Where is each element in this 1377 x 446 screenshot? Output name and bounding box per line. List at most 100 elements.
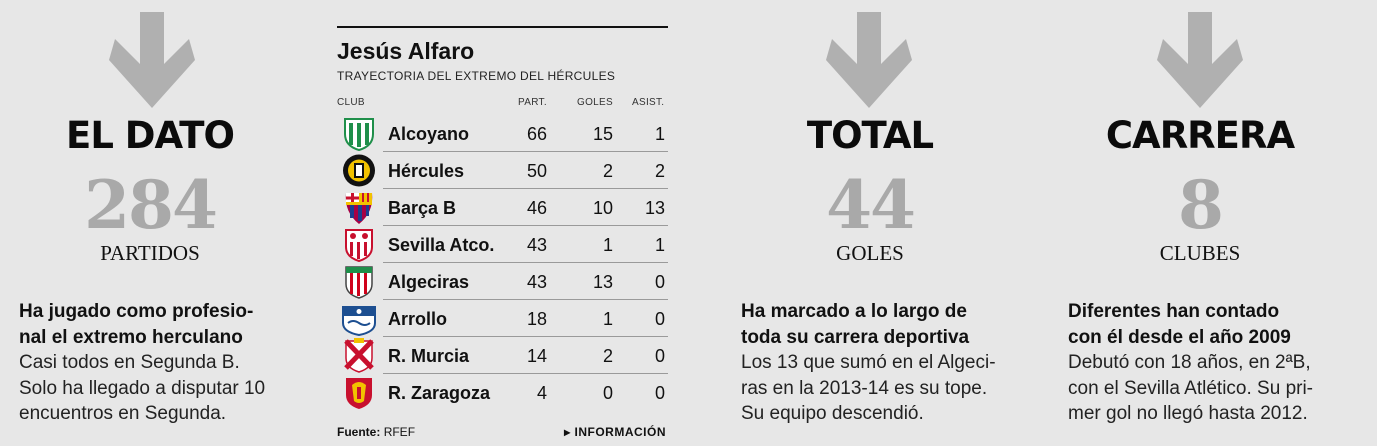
table-row: R. Zaragoza 4 0 0 — [337, 374, 668, 411]
hercules-crest-icon — [340, 153, 378, 188]
goles-value: 13 — [592, 272, 613, 292]
goles-value: 1 — [602, 309, 613, 329]
dato-block: EL DATO 284 PARTIDOS Ha jugado como prof… — [0, 0, 300, 446]
murcia-crest-icon — [340, 338, 378, 373]
source-label: Fuente: — [337, 425, 381, 439]
carrera-body-line: mer gol no llegó hasta 2012. — [1068, 403, 1308, 424]
asist-value: 0 — [654, 383, 665, 403]
asist-value: 0 — [654, 272, 665, 292]
club-name: R. Zaragoza — [388, 383, 491, 403]
club-name: Sevilla Atco. — [388, 235, 495, 255]
table-row: Barça B 46 10 13 — [337, 189, 668, 226]
info-label: INFORMACIÓN — [574, 425, 666, 439]
part-value: 43 — [526, 235, 547, 255]
header-goles: GOLES — [577, 97, 613, 108]
club-name: R. Murcia — [388, 346, 470, 366]
total-body-line: Su equipo descendió. — [741, 403, 924, 424]
dato-body-line: Casi todos en Segunda B. — [19, 352, 240, 373]
sevilla-crest-icon — [340, 227, 378, 263]
table-row: Hércules 50 2 2 — [337, 152, 668, 189]
asist-value: 2 — [654, 161, 665, 181]
club-name: Algeciras — [388, 272, 470, 292]
asist-value: 0 — [654, 346, 665, 366]
carrera-number: 8 — [1178, 166, 1224, 244]
barcelona-crest-icon — [340, 190, 378, 225]
goles-value: 2 — [602, 346, 613, 366]
algeciras-crest-icon — [340, 264, 378, 299]
total-lead-line: toda su carrera deportiva — [741, 326, 970, 348]
total-body-line: Los 13 que sumó en el Algeci- — [741, 352, 996, 373]
dato-body-line: encuentros en Segunda. — [19, 403, 227, 424]
part-value: 66 — [526, 124, 547, 144]
carrera-text: Diferentes han contado con él desde el a… — [1068, 299, 1350, 427]
part-value: 4 — [536, 383, 547, 403]
total-text: Ha marcado a lo largo de toda su carrera… — [741, 299, 1019, 427]
table-title: Jesús Alfaro — [337, 38, 475, 64]
dato-lead-line: nal el extremo herculano — [19, 326, 243, 348]
goles-value: 1 — [602, 235, 613, 255]
header-part: PART. — [518, 97, 547, 108]
table-source: Fuente: RFEF — [337, 425, 415, 439]
dato-lead-line: Ha jugado como profesio- — [19, 301, 254, 322]
dato-kicker: EL DATO — [66, 114, 235, 157]
row-divider — [383, 336, 668, 337]
dato-text: Ha jugado como profesio- nal el extremo … — [19, 299, 299, 427]
part-value: 14 — [526, 346, 547, 366]
club-name: Barça B — [388, 198, 457, 218]
part-value: 50 — [526, 161, 547, 181]
carrera-body-line: con el Sevilla Atlético. Su pri- — [1068, 377, 1314, 399]
part-value: 18 — [526, 309, 547, 329]
table-row: Algeciras 43 13 0 — [337, 263, 668, 300]
club-name: Arrollo — [388, 309, 448, 329]
carrera-kicker: CARRERA — [1105, 114, 1295, 157]
down-arrow-icon — [1155, 12, 1245, 110]
row-divider — [383, 373, 668, 374]
table-subtitle: TRAYECTORIA DEL EXTREMO DEL HÉRCULES — [337, 69, 616, 83]
play-triangle-icon: ▸ — [564, 425, 571, 439]
down-arrow-icon — [107, 12, 197, 110]
carrera-block: CARRERA 8 CLUBES Diferentes han contado … — [1050, 0, 1350, 446]
career-table: Jesús Alfaro TRAYECTORIA DEL EXTREMO DEL… — [337, 26, 668, 446]
table-row: Sevilla Atco. 43 1 1 — [337, 226, 668, 263]
asist-value: 0 — [654, 309, 665, 329]
asist-value: 1 — [654, 235, 665, 255]
dato-unit: PARTIDOS — [100, 241, 200, 265]
asist-value: 13 — [644, 198, 665, 218]
source-value: RFEF — [383, 425, 416, 439]
carrera-lead-line: con él desde el año 2009 — [1068, 326, 1291, 348]
row-divider — [383, 188, 668, 189]
club-name: Hércules — [388, 161, 465, 181]
carrera-body-line: Debutó con 18 años, en 2ªB, — [1068, 352, 1311, 373]
dato-number: 284 — [84, 166, 218, 244]
carrera-unit: CLUBES — [1159, 241, 1241, 265]
goles-value: 0 — [602, 383, 613, 403]
total-kicker: TOTAL — [806, 114, 934, 157]
zaragoza-crest-icon — [340, 375, 378, 410]
dato-body-line: Solo ha llegado a disputar 10 — [19, 377, 266, 399]
part-value: 43 — [526, 272, 547, 292]
part-value: 46 — [526, 198, 547, 218]
carrera-lead-line: Diferentes han contado — [1068, 301, 1280, 322]
table-row: Alcoyano 66 15 1 — [337, 115, 668, 152]
table-row: R. Murcia 14 2 0 — [337, 337, 668, 374]
goles-value: 2 — [602, 161, 613, 181]
row-divider — [383, 262, 668, 263]
header-club: CLUB — [337, 97, 365, 108]
info-link[interactable]: ▸ INFORMACIÓN — [564, 425, 666, 439]
table-top-rule — [337, 26, 668, 28]
club-name: Alcoyano — [388, 124, 470, 144]
total-lead-line: Ha marcado a lo largo de — [741, 301, 967, 322]
asist-value: 1 — [654, 124, 665, 144]
total-block: TOTAL 44 GOLES Ha marcado a lo largo de … — [720, 0, 1020, 446]
header-asist: ASIST. — [632, 97, 665, 108]
row-divider — [383, 151, 668, 152]
row-divider — [383, 225, 668, 226]
alcoyano-crest-icon — [340, 116, 378, 152]
row-divider — [383, 299, 668, 300]
total-unit: GOLES — [836, 241, 904, 265]
goles-value: 15 — [592, 124, 613, 144]
down-arrow-icon — [824, 12, 914, 110]
goles-value: 10 — [592, 198, 613, 218]
arroyo-crest-icon — [340, 301, 378, 337]
total-body-line: ras en la 2013-14 es su tope. — [741, 377, 988, 399]
